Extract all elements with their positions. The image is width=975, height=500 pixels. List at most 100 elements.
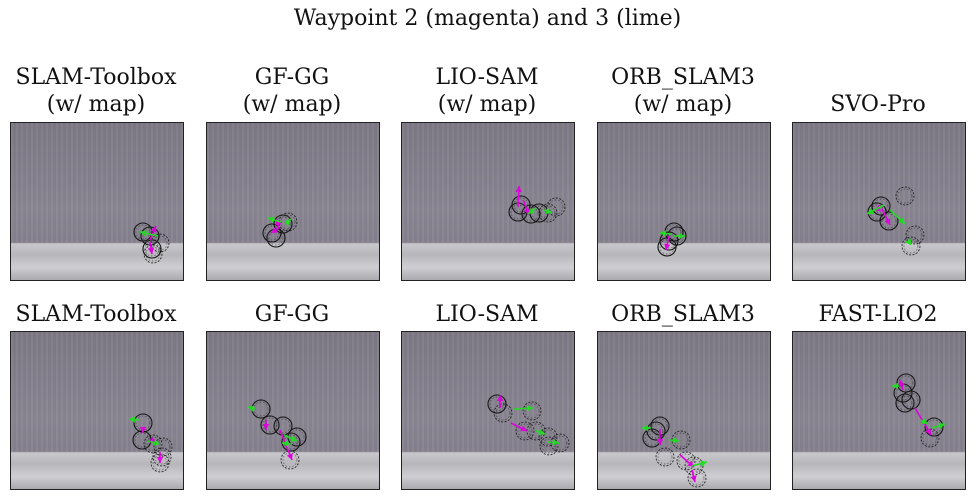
pose-circle-inner (898, 375, 914, 391)
waypoint3-arrow-head (528, 207, 535, 214)
panel-title-line2: GF-GG (254, 302, 330, 327)
waypoint2-arrow-head (147, 247, 155, 254)
waypoint3-arrow-head (538, 429, 545, 436)
waypoint2-arrow-head (496, 395, 504, 401)
pose-circle-inner (495, 405, 511, 421)
pose-circle-inner (673, 432, 689, 448)
panel-title: GF-GG (186, 301, 398, 328)
waypoint2-arrow-head (271, 227, 278, 233)
waypoint3-arrow-head (552, 439, 559, 446)
pose-circle-inner (922, 430, 938, 446)
pose-circle (667, 226, 687, 246)
waypoint2-arrow-head (156, 457, 164, 463)
pose-circle-inner (926, 419, 942, 435)
waypoint2-arrow-shaft (517, 185, 520, 208)
panel-title: ORB_SLAM3 (577, 301, 789, 328)
camera-view (206, 122, 380, 281)
waypoint3-arrow-shaft (247, 406, 256, 410)
waypoint3-arrow-shaft (920, 419, 929, 425)
pose-circle (133, 222, 153, 242)
pose-circle-inner (907, 227, 923, 243)
waypoint3-arrow-shaft (139, 231, 159, 237)
panel-title: SLAM-Toolbox (w/ map) (0, 64, 202, 118)
pose-circle-inner (489, 396, 505, 412)
panel-title: LIO-SAM (381, 301, 593, 328)
pose-circle (901, 390, 921, 410)
waypoint3-arrow-shaft (281, 442, 293, 445)
waypoint2-arrow-head (925, 428, 931, 435)
waypoint2-arrow-head (275, 219, 282, 226)
waypoint2-arrow-shaft (881, 208, 891, 226)
panel-title-line1: SLAM-Toolbox (15, 65, 177, 90)
waypoint3-arrow-head (672, 437, 679, 444)
waypoint2-arrow-head (139, 427, 147, 433)
panel-title-line2: ORB_SLAM3 (611, 302, 755, 327)
pose-circle (895, 393, 915, 413)
pose-circle (879, 211, 899, 231)
waypoint2-arrow-head (150, 437, 157, 444)
pose-circle (664, 222, 684, 242)
pose-circle-inner (689, 470, 705, 486)
waypoint3-arrow-head (892, 382, 898, 390)
pose-circle-inner (903, 238, 919, 254)
pose-circle-inner (289, 429, 305, 445)
pose-circle (266, 228, 286, 248)
trajectory-overlay (508, 185, 566, 224)
pose-circle (522, 401, 542, 421)
pose-circle-inner (517, 423, 533, 439)
waypoint3-arrow-shaft (285, 218, 292, 225)
waypoint3-arrow-head (642, 424, 648, 432)
waypoint3-arrow-head (526, 405, 533, 412)
pose-circle-inner (528, 423, 544, 439)
waypoint2-arrow-shaft (877, 204, 880, 211)
pose-circle (140, 226, 160, 246)
waypoint2-arrow-head (664, 243, 671, 250)
waypoint3-arrow-shaft (866, 204, 885, 215)
pose-circle (508, 202, 528, 222)
panel-title: GF-GG (w/ map) (186, 64, 398, 118)
waypoint2-arrow-head (523, 208, 530, 215)
camera-view (597, 122, 771, 281)
pose-circle (871, 196, 891, 216)
panel-title-line2: FAST-LIO2 (818, 302, 938, 327)
panel-title: ORB_SLAM3 (w/ map) (577, 64, 789, 118)
pose-circle (867, 202, 887, 222)
waypoint3-arrow-head (268, 216, 275, 223)
pose-circle-inner (644, 430, 660, 446)
waypoint2-arrow-head (262, 424, 270, 430)
pose-circle (487, 394, 507, 414)
trajectory-overlay (247, 399, 307, 470)
waypoint2-arrow-head (286, 453, 293, 460)
pose-circle-inner (869, 204, 885, 220)
pose-circle-inner (523, 206, 539, 222)
pose-circle-inner (513, 197, 529, 213)
pose-circle-inner (268, 230, 284, 246)
waypoint3-arrow-shaft (513, 407, 534, 410)
waypoint3-arrow-head (153, 439, 160, 446)
waypoint2-arrow-head (690, 475, 697, 482)
pose-circle (260, 415, 280, 435)
pose-circle (538, 427, 558, 447)
waypoint3-arrow-head (290, 435, 297, 442)
pose-circle (278, 212, 298, 232)
pose-circle (650, 416, 670, 436)
trajectory-overlay (657, 222, 687, 257)
waypoint2-arrow-head (520, 425, 527, 432)
waypoint3-arrow-shaft (535, 430, 546, 435)
pose-circle-inner (145, 246, 161, 262)
waypoint3-arrow-shaft (543, 209, 553, 214)
pose-circle-inner (275, 216, 291, 232)
waypoint2-arrow-head (515, 186, 522, 193)
camera-view (401, 331, 575, 490)
camera-view (792, 122, 966, 281)
pose-circle (642, 428, 662, 448)
panel-title: SLAM-Toolbox (0, 301, 202, 328)
pose-circle (538, 203, 558, 223)
pose-circle (521, 204, 541, 224)
waypoint2-arrow-shaft (149, 439, 158, 443)
waypoint2-arrow-shaft (149, 225, 157, 241)
waypoint2-arrow-shaft (899, 379, 904, 391)
pose-circle (133, 413, 153, 433)
waypoint3-arrow-head (660, 230, 667, 237)
pose-circle-inner (135, 224, 151, 240)
